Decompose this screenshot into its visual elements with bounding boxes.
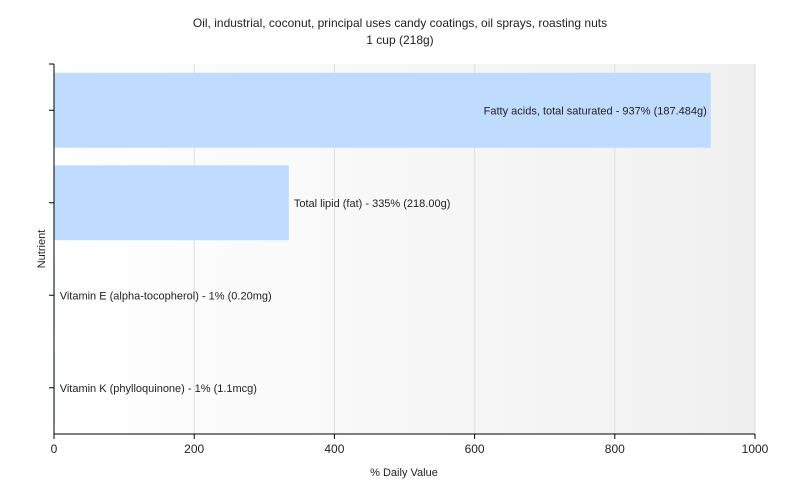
chart-title: Oil, industrial, coconut, principal uses…	[193, 16, 607, 30]
x-tick-label: 600	[465, 442, 485, 456]
bar-label: Total lipid (fat) - 335% (218.00g)	[294, 198, 451, 210]
bar	[54, 165, 289, 241]
bar-label: Fatty acids, total saturated - 937% (187…	[484, 105, 707, 117]
bar-label: Vitamin E (alpha-tocopherol) - 1% (0.20m…	[60, 290, 272, 302]
x-tick-label: 800	[605, 442, 625, 456]
bars: Fatty acids, total saturated - 937% (187…	[54, 72, 711, 426]
bar-label: Vitamin K (phylloquinone) - 1% (1.1mcg)	[60, 383, 257, 395]
x-tick-label: 200	[184, 442, 204, 456]
x-tick-label: 400	[324, 442, 344, 456]
bar	[54, 72, 711, 148]
x-tick-label: 1000	[742, 442, 769, 456]
y-axis-label: Nutrient	[36, 230, 48, 269]
x-axis-label: % Daily Value	[370, 467, 438, 479]
x-tick-label: 0	[51, 442, 58, 456]
chart-subtitle: 1 cup (218g)	[366, 33, 433, 47]
axes: 0 200 400 600 800 1000	[49, 63, 769, 456]
